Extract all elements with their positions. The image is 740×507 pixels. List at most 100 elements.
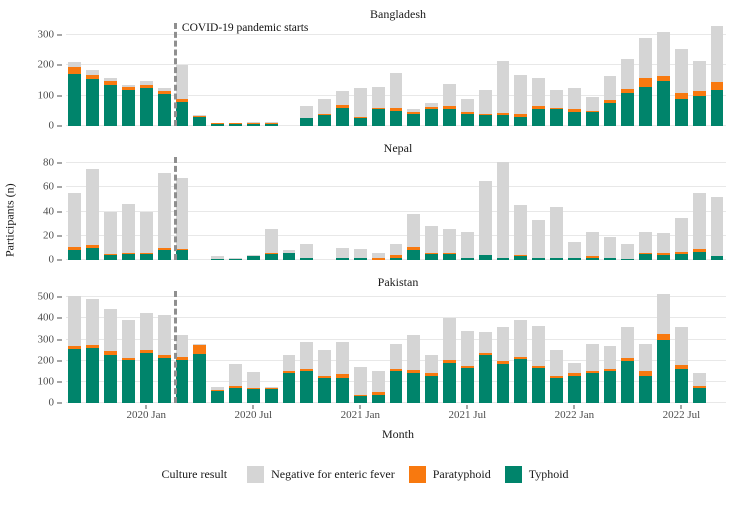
bar-segment-typhoid [425,375,439,403]
y-tick-mark [57,339,62,341]
bar-segment-typhoid [585,257,599,260]
bar-segment-paratyphoid [674,251,688,254]
bar-segment-negative [567,88,581,110]
bar-segment-negative [336,247,349,258]
bar-segment-negative [68,296,82,346]
bar [443,83,456,126]
bar [478,332,492,403]
bar-segment-negative [585,232,599,257]
bar [603,236,617,260]
bar-segment-negative [550,89,563,108]
bar-segment-paratyphoid [336,374,349,378]
bar-segment-typhoid [139,253,153,260]
x-axis: 2020 Jan 2020 Jul 2021 Jan 2021 Jul 2022 Jan… [66,405,726,426]
bar-segment-negative [460,331,474,367]
bar-segment-negative [175,65,189,99]
bar-segment-negative [407,335,421,371]
bar-segment-typhoid [122,253,135,260]
bar-segment-paratyphoid [657,252,670,256]
bar-segment-paratyphoid [336,105,349,108]
gridline [66,34,726,36]
bar [657,32,670,126]
bar-segment-typhoid [193,116,207,126]
bar-segment-typhoid [336,107,349,126]
bar [532,325,546,403]
bar-segment-paratyphoid [550,107,563,110]
bar-segment-typhoid [122,89,135,126]
bar [674,48,688,126]
bar-segment-typhoid [282,252,296,260]
bar-segment-negative [157,172,171,248]
bar-segment-paratyphoid [264,122,278,124]
bar-segment-negative [460,232,474,258]
bar-segment-typhoid [104,85,117,126]
bar [674,217,688,260]
bar-segment-typhoid [139,353,153,403]
bar [657,294,670,403]
bar-segment-paratyphoid [157,247,171,251]
bar-segment-paratyphoid [567,109,581,113]
bar-segment-paratyphoid [567,373,581,376]
y-tick-mark [57,34,62,36]
bar-segment-typhoid [264,389,278,403]
bar-segment-paratyphoid [639,371,653,376]
bar-segment-typhoid [175,101,189,126]
bar [229,257,242,260]
bar [478,181,492,260]
bar-segment-paratyphoid [86,245,100,248]
bar-segment-negative [104,77,117,82]
bar-segment-typhoid [407,373,421,403]
bar-segment-paratyphoid [318,113,332,116]
bar-segment-typhoid [460,113,474,126]
covid-line [173,291,177,403]
bar-segment-paratyphoid [425,373,439,376]
bar-segment-negative [193,115,207,116]
bar [300,341,314,403]
bar-segment-paratyphoid [246,387,260,390]
bar-segment-paratyphoid [264,252,278,254]
bar-segment-typhoid [532,368,546,403]
x-tick-mark [252,405,254,409]
bar-segment-negative [585,343,599,372]
bar-segment-negative [193,343,207,345]
x-tick-label: 2021 Jul [448,409,487,421]
bar-segment-typhoid [621,92,635,126]
bar-segment-typhoid [175,250,189,260]
y-axis-title: Participants (n) [2,183,17,257]
bar-segment-negative [211,387,225,391]
bar-segment-typhoid [407,250,421,260]
bar-segment-negative [443,318,456,360]
bar [300,106,314,126]
x-tick-label: 2022 Jul [662,409,701,421]
bar-segment-negative [139,313,153,351]
bar [603,345,617,403]
bar-segment-negative [86,299,100,345]
bar-segment-paratyphoid [585,110,599,113]
bar [443,228,456,261]
bar-segment-negative [710,197,724,257]
bar [550,350,563,403]
x-axis-title: Month [381,427,414,441]
bar-segment-typhoid [300,257,314,260]
bar-segment-typhoid [496,115,510,126]
bar-segment-paratyphoid [443,359,456,363]
bar-segment-negative [639,232,653,253]
bar-segment-typhoid [122,359,135,403]
legend-item-typhoid: Typhoid [504,466,569,483]
bar-segment-negative [139,80,153,86]
bar [318,98,332,126]
gridline [66,234,726,236]
bar-segment-typhoid [674,369,688,403]
bar-segment-paratyphoid [104,81,117,86]
bar-segment-negative [496,326,510,361]
bar-segment-paratyphoid [175,249,189,251]
bar-segment-paratyphoid [692,386,706,389]
bar [318,350,332,403]
bar-segment-negative [585,97,599,111]
y-tick-label: 400 [37,311,55,324]
bar [639,232,653,260]
bar-segment-negative [567,241,581,258]
bar [336,247,349,260]
legend-title: Culture result [161,467,228,481]
bar-segment-paratyphoid [229,386,242,389]
